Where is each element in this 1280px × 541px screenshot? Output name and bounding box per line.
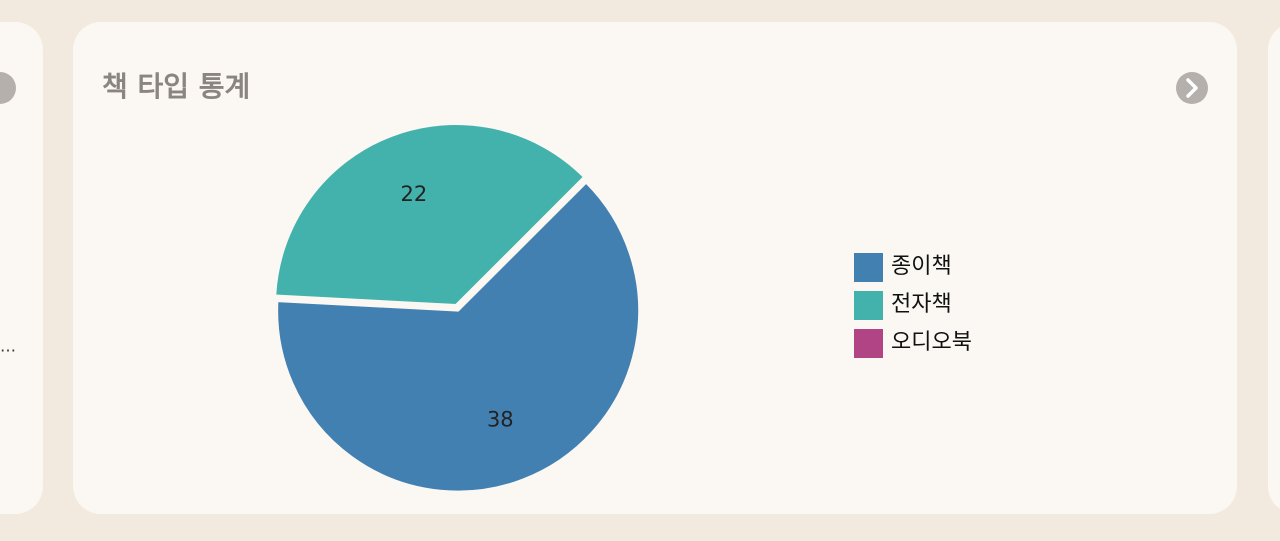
left-arrow-button[interactable] bbox=[0, 72, 16, 104]
card-title: 책 타입 통계 bbox=[102, 70, 250, 103]
truncated-text: … bbox=[0, 337, 16, 356]
legend-swatch bbox=[854, 329, 883, 358]
legend-label: 전자책 bbox=[891, 292, 952, 317]
slice-label: 38 bbox=[487, 407, 514, 431]
legend-label: 오디오북 bbox=[891, 330, 972, 355]
left-card bbox=[0, 22, 43, 514]
more-button-circle[interactable] bbox=[1176, 72, 1208, 104]
slice-label: 22 bbox=[400, 182, 427, 206]
more-button[interactable] bbox=[1176, 72, 1208, 104]
legend-label: 종이책 bbox=[891, 254, 952, 279]
legend-swatch bbox=[854, 291, 883, 320]
right-card bbox=[1268, 27, 1280, 509]
pie: 38 22 bbox=[274, 123, 641, 493]
slice bbox=[274, 123, 586, 307]
legend-swatch bbox=[854, 253, 883, 282]
chevron[interactable] bbox=[1186, 78, 1198, 98]
slice bbox=[276, 181, 641, 493]
